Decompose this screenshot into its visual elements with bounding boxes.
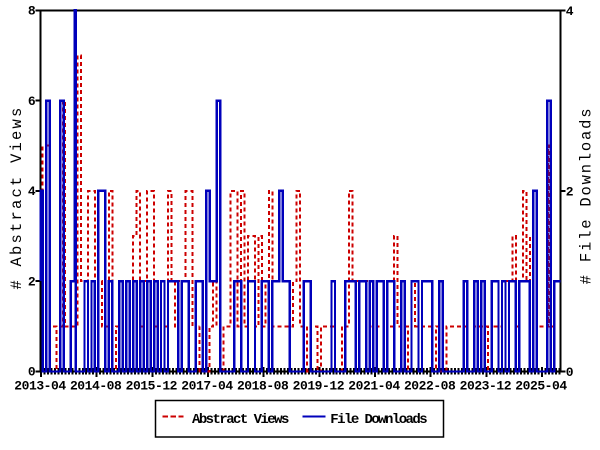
svg-text:2023-12: 2023-12	[460, 378, 512, 393]
svg-text:2025-04: 2025-04	[515, 378, 567, 393]
svg-text:2018-08: 2018-08	[237, 378, 289, 393]
svg-text:File Downloads: File Downloads	[330, 412, 427, 428]
svg-text:4: 4	[566, 4, 574, 19]
svg-text:2: 2	[28, 274, 36, 289]
svg-text:2014-08: 2014-08	[70, 378, 122, 393]
svg-text:0: 0	[28, 365, 36, 380]
svg-text:2021-04: 2021-04	[348, 378, 400, 393]
svg-text:# Abstract Views: # Abstract Views	[8, 105, 26, 289]
svg-text:2: 2	[566, 184, 574, 199]
svg-text:2022-08: 2022-08	[404, 378, 456, 393]
svg-text:2015-12: 2015-12	[126, 378, 178, 393]
svg-text:2013-04: 2013-04	[14, 378, 66, 393]
svg-text:4: 4	[28, 184, 36, 199]
svg-text:0: 0	[566, 365, 574, 380]
svg-text:2019-12: 2019-12	[293, 378, 345, 393]
svg-text:8: 8	[28, 3, 36, 18]
svg-text:6: 6	[28, 94, 36, 109]
svg-text:Abstract Views: Abstract Views	[192, 412, 289, 428]
svg-text:2017-04: 2017-04	[181, 378, 233, 393]
svg-text:# File Downloads: # File Downloads	[578, 107, 596, 285]
